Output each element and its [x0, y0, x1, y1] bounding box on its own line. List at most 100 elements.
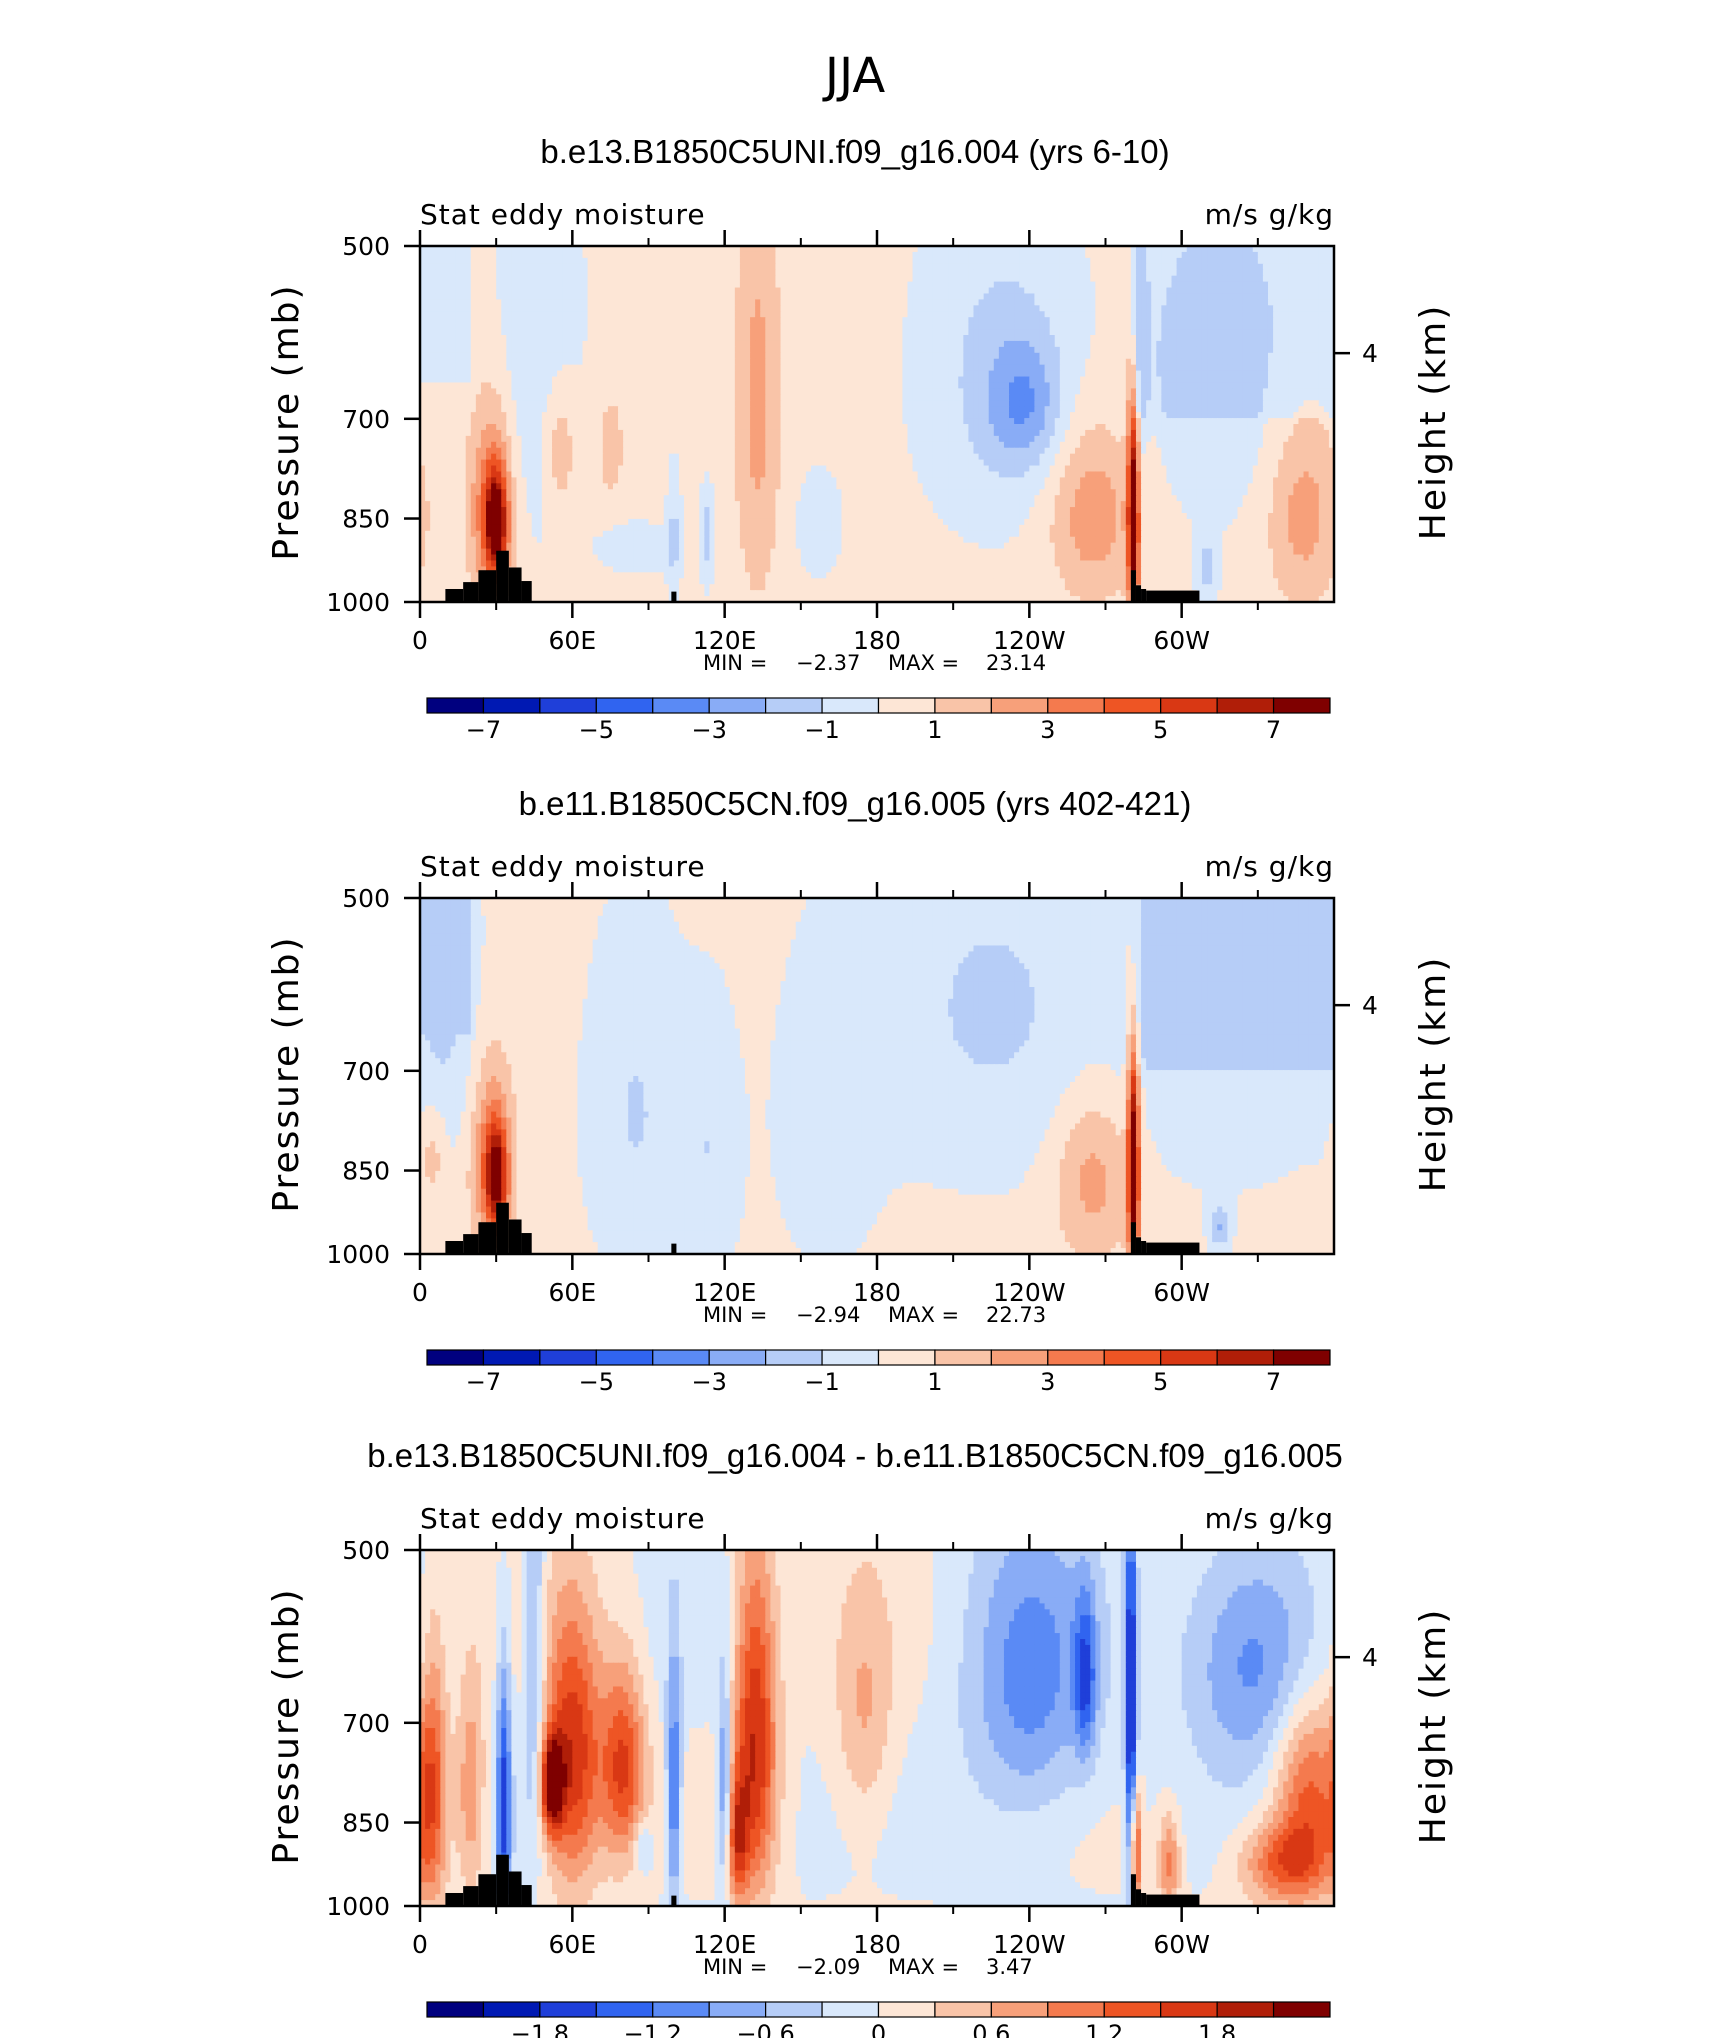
field-cell	[1014, 394, 1020, 401]
field-cell	[1095, 263, 1102, 271]
field-cell	[1120, 329, 1127, 336]
field-cell	[927, 340, 934, 348]
field-cell	[1308, 388, 1315, 395]
field-cell	[780, 311, 787, 318]
field-cell	[932, 346, 939, 354]
field-cell	[1207, 257, 1213, 265]
field-cell	[734, 251, 741, 259]
field-cell	[739, 275, 746, 283]
field-cell	[531, 269, 538, 277]
field-cell	[648, 293, 655, 300]
field-cell	[1054, 376, 1061, 384]
field-cell	[1069, 394, 1076, 401]
field-cell	[1130, 382, 1137, 389]
field-cell	[1318, 305, 1325, 312]
field-cell	[440, 317, 446, 324]
field-cell	[430, 293, 436, 300]
field-cell	[1044, 340, 1051, 348]
field-cell	[907, 400, 914, 407]
field-cell	[445, 394, 452, 401]
field-cell	[653, 263, 660, 271]
field-cell	[1054, 311, 1061, 318]
field-cell	[1156, 251, 1162, 259]
field-cell	[1039, 281, 1046, 289]
field-cell	[582, 340, 589, 348]
field-cell	[963, 293, 969, 300]
field-cell	[1328, 400, 1335, 407]
field-cell	[734, 376, 741, 384]
field-cell	[1293, 275, 1300, 283]
field-cell	[618, 251, 624, 259]
field-cell	[734, 269, 741, 277]
field-cell	[724, 317, 731, 324]
field-cell	[877, 305, 883, 312]
field-cell	[536, 335, 543, 342]
field-cell	[917, 287, 924, 295]
field-cell	[546, 376, 553, 384]
field-cell	[1323, 329, 1330, 336]
field-cell	[755, 352, 761, 360]
field-cell	[1141, 388, 1147, 395]
field-cell	[917, 340, 924, 348]
field-cell	[1318, 323, 1325, 330]
field-cell	[577, 251, 584, 259]
field-cell	[932, 406, 939, 413]
field-cell	[678, 400, 685, 407]
field-cell	[1110, 257, 1117, 265]
field-cell	[618, 394, 624, 401]
field-cell	[719, 340, 726, 348]
field-cell	[1171, 394, 1178, 401]
field-cell	[963, 364, 969, 372]
field-cell	[907, 406, 914, 413]
field-cell	[948, 364, 954, 372]
field-cell	[887, 394, 893, 401]
field-cell	[1034, 275, 1041, 283]
field-cell	[1161, 376, 1168, 384]
field-cell	[1227, 251, 1234, 259]
field-cell	[836, 257, 843, 265]
field-cell	[760, 335, 766, 342]
field-cell	[567, 388, 573, 395]
field-cell	[770, 370, 777, 378]
field-cell	[1293, 364, 1300, 372]
field-cell	[810, 275, 817, 283]
field-cell	[795, 269, 802, 277]
field-cell	[1034, 352, 1041, 360]
field-cell	[1191, 329, 1198, 336]
field-cell	[1009, 400, 1015, 407]
field-cell	[805, 340, 812, 348]
field-cell	[587, 370, 594, 378]
field-cell	[450, 335, 457, 342]
field-cell	[673, 293, 680, 300]
field-cell	[1151, 305, 1157, 312]
field-cell	[673, 400, 680, 407]
field-cell	[1039, 400, 1046, 407]
field-cell	[1313, 246, 1320, 253]
field-cell	[1257, 287, 1264, 295]
field-cell	[1237, 251, 1244, 259]
field-cell	[1283, 376, 1289, 384]
field-cell	[1298, 329, 1305, 336]
field-cell	[1009, 335, 1015, 342]
field-cell	[597, 329, 604, 336]
field-cell	[486, 400, 492, 407]
field-cell	[892, 281, 898, 289]
field-cell	[760, 269, 766, 277]
field-cell	[597, 382, 604, 389]
field-cell	[1034, 305, 1041, 312]
field-cell	[1242, 269, 1249, 277]
field-cell	[750, 376, 756, 384]
field-cell	[810, 287, 817, 295]
field-cell	[450, 370, 457, 378]
field-cell	[1135, 251, 1142, 259]
field-cell	[948, 346, 954, 354]
field-cell	[953, 346, 959, 354]
field-cell	[546, 370, 553, 378]
field-cell	[719, 275, 726, 283]
field-cell	[1318, 388, 1325, 395]
field-cell	[1267, 358, 1274, 366]
field-cell	[486, 299, 492, 306]
field-cell	[1313, 358, 1320, 366]
field-cell	[1034, 293, 1041, 300]
field-cell	[755, 370, 761, 378]
